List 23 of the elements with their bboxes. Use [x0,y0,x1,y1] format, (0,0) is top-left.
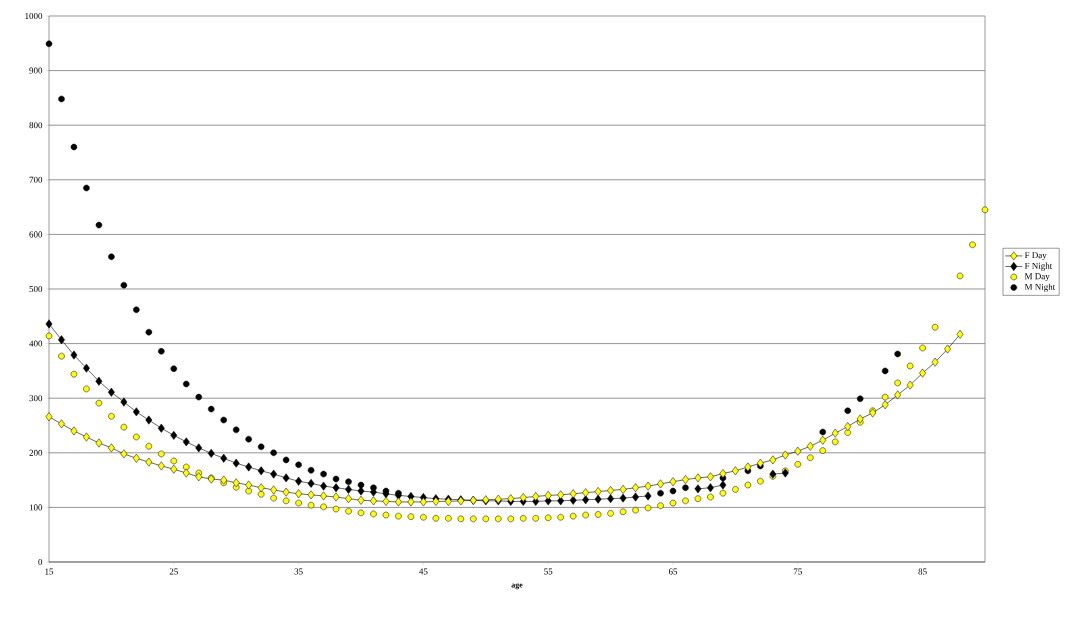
y-tick-label: 800 [29,122,43,129]
x-tick-label: 65 [668,568,678,575]
legend-label: M Day [1024,273,1050,282]
x-tick-label: 25 [169,568,178,575]
x-tick-label: 55 [544,568,553,575]
y-tick-label: 900 [29,67,43,74]
x-tick-label: 75 [793,568,802,575]
y-tick-label: 700 [29,176,43,183]
x-tick-label: 35 [294,568,303,575]
x-tick-label: 45 [419,568,428,575]
y-tick-label: 300 [29,395,43,402]
y-tick-label: 200 [29,449,43,456]
y-tick-label: 400 [29,340,43,347]
legend-label: F Night [1024,262,1053,271]
legend-label: F Day [1024,252,1047,261]
x-tick-label: 15 [45,568,54,575]
y-tick-label: 0 [38,558,43,566]
x-tick-label: 85 [918,568,927,575]
y-tick-label: 500 [29,285,43,293]
y-tick-label: 1000 [25,12,43,20]
y-tick-label: 100 [29,504,43,511]
legend-label: M Night [1024,283,1056,292]
y-tick-label: 600 [29,231,43,238]
